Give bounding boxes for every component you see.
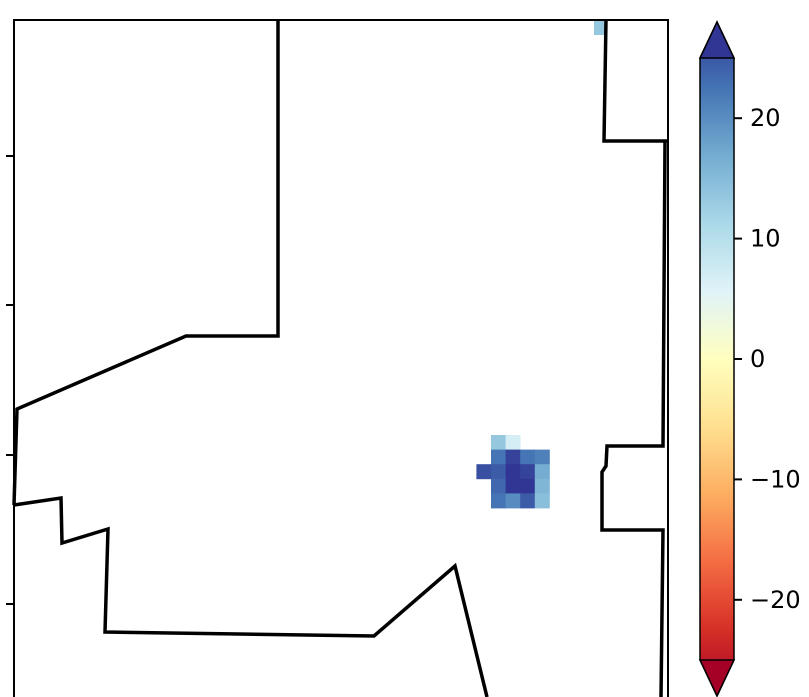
data-grid-cell bbox=[520, 449, 536, 465]
data-grid-cell bbox=[505, 493, 521, 509]
data-grid-cell bbox=[491, 493, 506, 509]
data-grid-cell bbox=[534, 464, 550, 480]
boundary-line-south bbox=[13, 495, 489, 697]
colorbar-min-extension bbox=[698, 659, 736, 697]
colorbar-max-extension bbox=[698, 20, 736, 59]
colorbar-tick-label: −10 bbox=[750, 465, 801, 493]
colorbar-gradient bbox=[699, 20, 735, 697]
boundary-line-east bbox=[600, 140, 667, 697]
colorbar-ticks: 20 10 0 −10 −20 bbox=[734, 104, 801, 614]
boundary-lines bbox=[12, 19, 668, 697]
data-grid-cell bbox=[505, 478, 521, 494]
colorbar: 20 10 0 −10 −20 bbox=[698, 20, 801, 697]
colorbar-tick-label: 0 bbox=[750, 345, 765, 373]
data-grid-cell bbox=[491, 478, 506, 494]
data-grid-cell bbox=[491, 449, 506, 465]
data-grid-cell bbox=[505, 449, 521, 465]
colorbar-tick-label: 10 bbox=[750, 225, 781, 253]
boundary-line-north bbox=[12, 20, 280, 506]
colorbar-tick-label: −20 bbox=[750, 586, 801, 614]
data-grid-cell bbox=[520, 464, 536, 480]
boundary-line-top-right bbox=[602, 19, 668, 143]
data-grid-cell-corner bbox=[594, 21, 607, 35]
data-grid-cell bbox=[534, 478, 550, 494]
map-plot-area bbox=[12, 19, 669, 697]
colorbar-tick-label: 20 bbox=[750, 104, 781, 132]
data-grid-cells bbox=[476, 21, 607, 509]
data-grid-cell bbox=[491, 464, 506, 480]
data-grid-cell bbox=[505, 435, 521, 450]
data-grid-cell bbox=[520, 478, 536, 494]
data-grid-cell bbox=[505, 464, 521, 480]
data-grid-cell bbox=[476, 464, 492, 480]
map-frame bbox=[13, 19, 669, 697]
data-grid-cell bbox=[520, 493, 536, 509]
y-axis-ticks bbox=[6, 155, 14, 605]
map-background bbox=[14, 20, 668, 697]
data-grid-cell bbox=[534, 449, 550, 465]
data-grid-cell bbox=[534, 493, 550, 509]
data-grid-cell bbox=[491, 435, 506, 450]
